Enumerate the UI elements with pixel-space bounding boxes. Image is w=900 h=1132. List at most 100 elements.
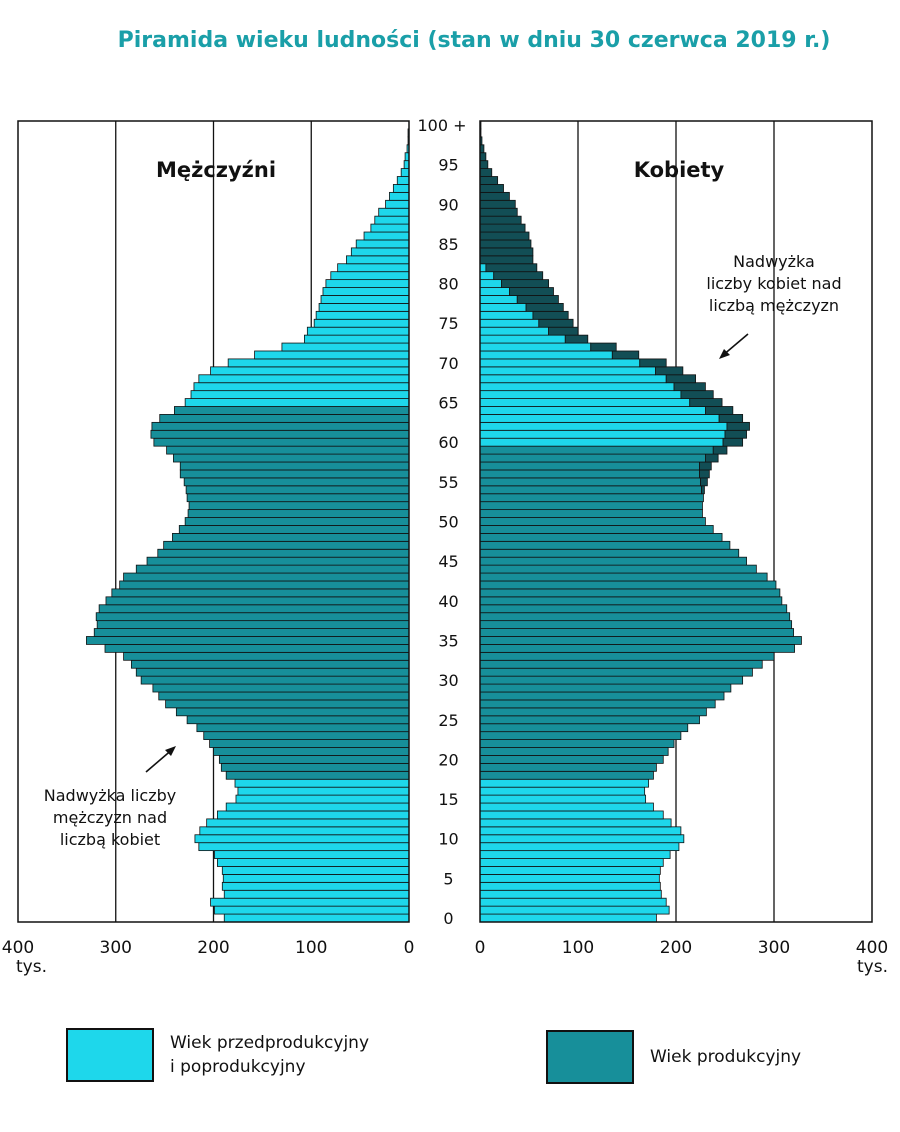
men-bar-age-73 <box>304 334 410 344</box>
men-bar-age-60 <box>153 437 410 447</box>
men-bar-age-69 <box>210 366 410 376</box>
women-bar-age-36 <box>479 628 795 637</box>
women-bar-age-65 <box>479 398 691 407</box>
age-tick-label-15: 15 <box>438 790 458 809</box>
women-bar-age-9 <box>479 842 680 852</box>
men-bar-age-87 <box>370 223 410 233</box>
women-bar-age-24 <box>479 723 689 733</box>
women-bar-age-67 <box>479 382 675 392</box>
age-tick-label-80: 80 <box>438 275 458 294</box>
women-bar-age-5 <box>479 874 660 883</box>
women-bar-age-11 <box>479 826 682 836</box>
women-bar-age-31 <box>479 667 753 677</box>
women-bar-age-16 <box>479 786 646 796</box>
men-bar-age-77 <box>318 303 410 312</box>
women-excess-bar-age-88 <box>479 215 522 225</box>
men-bar-age-16 <box>237 786 410 796</box>
men-bar-age-90 <box>385 199 410 209</box>
women-bar-age-56 <box>479 469 700 479</box>
men-bar-age-4 <box>221 881 410 891</box>
men-bar-age-29 <box>152 683 410 693</box>
age-tick-label-30: 30 <box>438 671 458 690</box>
men-bar-age-42 <box>119 580 410 590</box>
women-bar-age-77 <box>479 303 527 312</box>
women-x-tick-0: 0 <box>475 938 486 958</box>
men-bar-age-36 <box>93 628 410 637</box>
women-excess-bar-age-68 <box>665 374 697 384</box>
women-excess-bar-age-87 <box>479 223 526 233</box>
women-excess-bar-age-77 <box>525 303 564 312</box>
men-bar-age-78 <box>320 295 410 304</box>
women-bar-age-51 <box>479 509 703 518</box>
legend-item-productive: Wiek produkcyjny <box>546 1030 801 1084</box>
men-bar-age-72 <box>281 342 410 352</box>
men-bar-age-24 <box>196 723 410 733</box>
women-bar-age-82 <box>479 263 487 273</box>
women-bar-age-19 <box>479 762 657 772</box>
women-excess-bar-age-62 <box>726 421 750 431</box>
men-bar-age-10 <box>194 834 410 844</box>
women-x-tick-100: 100 <box>562 938 594 958</box>
men-bar-age-46 <box>157 548 410 558</box>
men-bar-age-93 <box>396 176 410 185</box>
men-bar-age-49 <box>178 525 410 534</box>
men-bar-age-59 <box>166 445 410 455</box>
women-excess-bar-age-67 <box>673 382 706 392</box>
women-bar-age-14 <box>479 802 654 812</box>
legend-swatch-dark <box>546 1030 634 1084</box>
men-bar-age-30 <box>140 675 410 685</box>
men-bar-age-84 <box>350 247 410 257</box>
women-bar-age-21 <box>479 747 669 756</box>
men-bar-age-31 <box>135 667 410 677</box>
men-bar-age-48 <box>172 532 410 542</box>
legend-swatch-light <box>66 1028 154 1082</box>
women-bar-age-12 <box>479 818 672 828</box>
women-bar-age-74 <box>479 326 549 336</box>
men-excess-annotation: Nadwyżka liczby mężczyzn nad liczbą kobi… <box>44 746 176 849</box>
women-bar-age-80 <box>479 279 502 288</box>
women-bar-age-10 <box>479 834 685 844</box>
men-bar-age-33 <box>123 651 410 661</box>
men-bar-age-37 <box>96 620 410 629</box>
age-tick-label-85: 85 <box>438 235 458 254</box>
men-bar-age-0 <box>223 913 410 923</box>
men-bar-age-88 <box>374 215 410 225</box>
women-excess-bar-age-86 <box>479 231 530 241</box>
women-bar-age-48 <box>479 532 723 542</box>
men-bar-age-41 <box>111 588 410 598</box>
women-bar-age-33 <box>479 651 775 661</box>
men-bar-age-86 <box>363 231 410 241</box>
men-bar-age-45 <box>146 556 410 566</box>
men-bar-age-38 <box>95 612 410 622</box>
women-excess-bar-age-83 <box>479 255 534 265</box>
men-bar-age-7 <box>217 858 410 867</box>
men-units-label: tys. <box>16 957 47 977</box>
women-bar-age-1 <box>479 905 670 915</box>
men-bar-age-67 <box>193 382 410 392</box>
men-bar-age-54 <box>185 485 410 495</box>
women-excess-bar-age-58 <box>705 453 719 463</box>
men-bar-age-55 <box>183 477 410 487</box>
men-bar-age-85 <box>355 239 410 249</box>
legend-label-line-2: i poprodukcyjny <box>170 1057 306 1077</box>
women-x-ticks: 400 300 200 100 0 <box>475 938 889 958</box>
women-bar-age-66 <box>479 390 682 399</box>
women-bar-age-28 <box>479 691 725 701</box>
men-bar-age-76 <box>315 310 410 320</box>
women-excess-bar-age-89 <box>479 207 518 217</box>
women-excess-bar-age-59 <box>712 445 728 455</box>
women-excess-bar-age-74 <box>548 326 579 336</box>
legend-label-pre-post-productive: Wiek przedprodukcyjny i poprodukcyjny <box>170 1031 369 1079</box>
women-bar-age-3 <box>479 889 662 899</box>
age-tick-label-90: 90 <box>438 195 458 214</box>
men-excess-arrowhead <box>165 746 176 756</box>
women-bar-age-54 <box>479 485 702 495</box>
women-excess-bar-age-92 <box>479 184 504 193</box>
men-bar-age-50 <box>184 517 410 526</box>
men-x-tick-400: 400 <box>2 938 34 958</box>
women-bar-age-68 <box>479 374 667 384</box>
men-bar-age-2 <box>210 897 410 907</box>
women-bar-age-71 <box>479 350 613 360</box>
men-bar-age-39 <box>98 604 410 614</box>
age-tick-label-55: 55 <box>438 473 458 492</box>
